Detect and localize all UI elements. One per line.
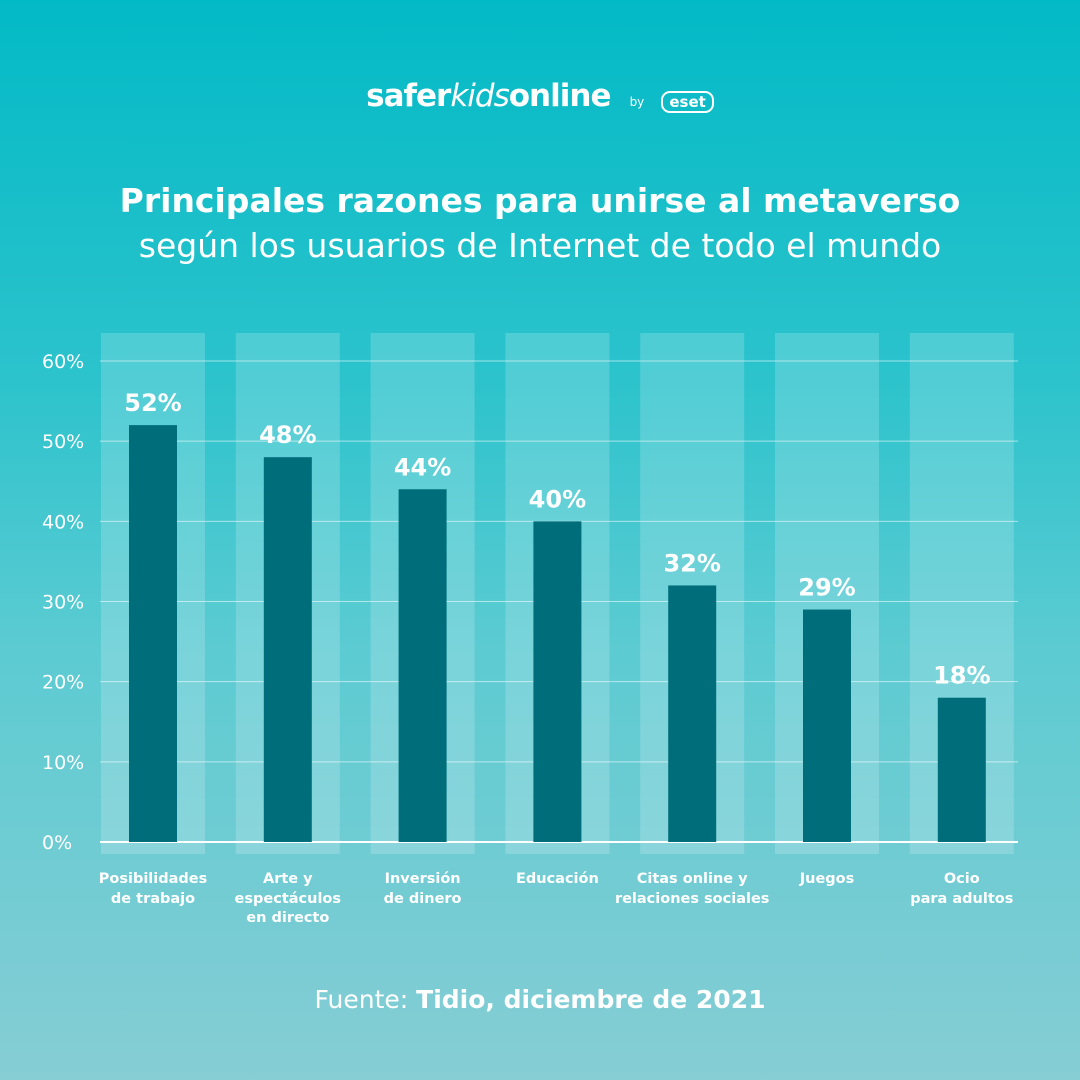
source-value: Tidio, diciembre de 2021 [416,985,766,1014]
bar [129,425,177,842]
data-label: 40% [529,485,586,513]
title-line-1: Principales razones para unirse al metav… [119,181,961,220]
y-tick-label: 30% [42,592,84,614]
data-label: 52% [124,389,181,417]
y-tick-label: 50% [42,431,84,453]
bar [937,697,986,842]
bar [398,489,447,842]
y-tick-label: 10% [42,752,84,774]
data-label: 44% [394,453,451,481]
category-label: Inversión de dinero [383,871,462,907]
category-label: Ocio para adultos [910,871,1014,907]
category-label: Posibilidades de trabajo [98,871,208,907]
data-label: 48% [259,421,316,449]
data-label: 18% [933,662,990,690]
category-label: Citas online y relaciones sociales [614,871,770,907]
logo-by: by [629,94,645,109]
bar [668,585,717,842]
bar [263,457,312,842]
data-label: 32% [663,549,720,577]
title-line-2: según los usuarios de Internet de todo e… [138,226,942,265]
category-label: Educación [515,871,599,887]
logo: saferkidsonline by eset [0,78,1080,114]
data-label: 29% [798,574,855,602]
y-tick-label: 60% [42,351,84,373]
bar [533,521,582,842]
bar [803,609,851,842]
category-label: Juegos [799,871,855,887]
source-label: Fuente: [314,985,409,1014]
y-tick-label: 20% [42,672,84,694]
y-tick-label: 40% [42,511,84,533]
y-tick-label: 0% [42,832,72,854]
safekidsonline-logo: saferkidsonline [366,78,611,114]
eset-logo: eset [661,90,714,113]
page-title: Principales razones para unirse al metav… [0,178,1080,268]
category-label: Arte y espectáculos en directo [234,871,342,926]
source: Fuente: Tidio, diciembre de 2021 [0,985,1080,1014]
